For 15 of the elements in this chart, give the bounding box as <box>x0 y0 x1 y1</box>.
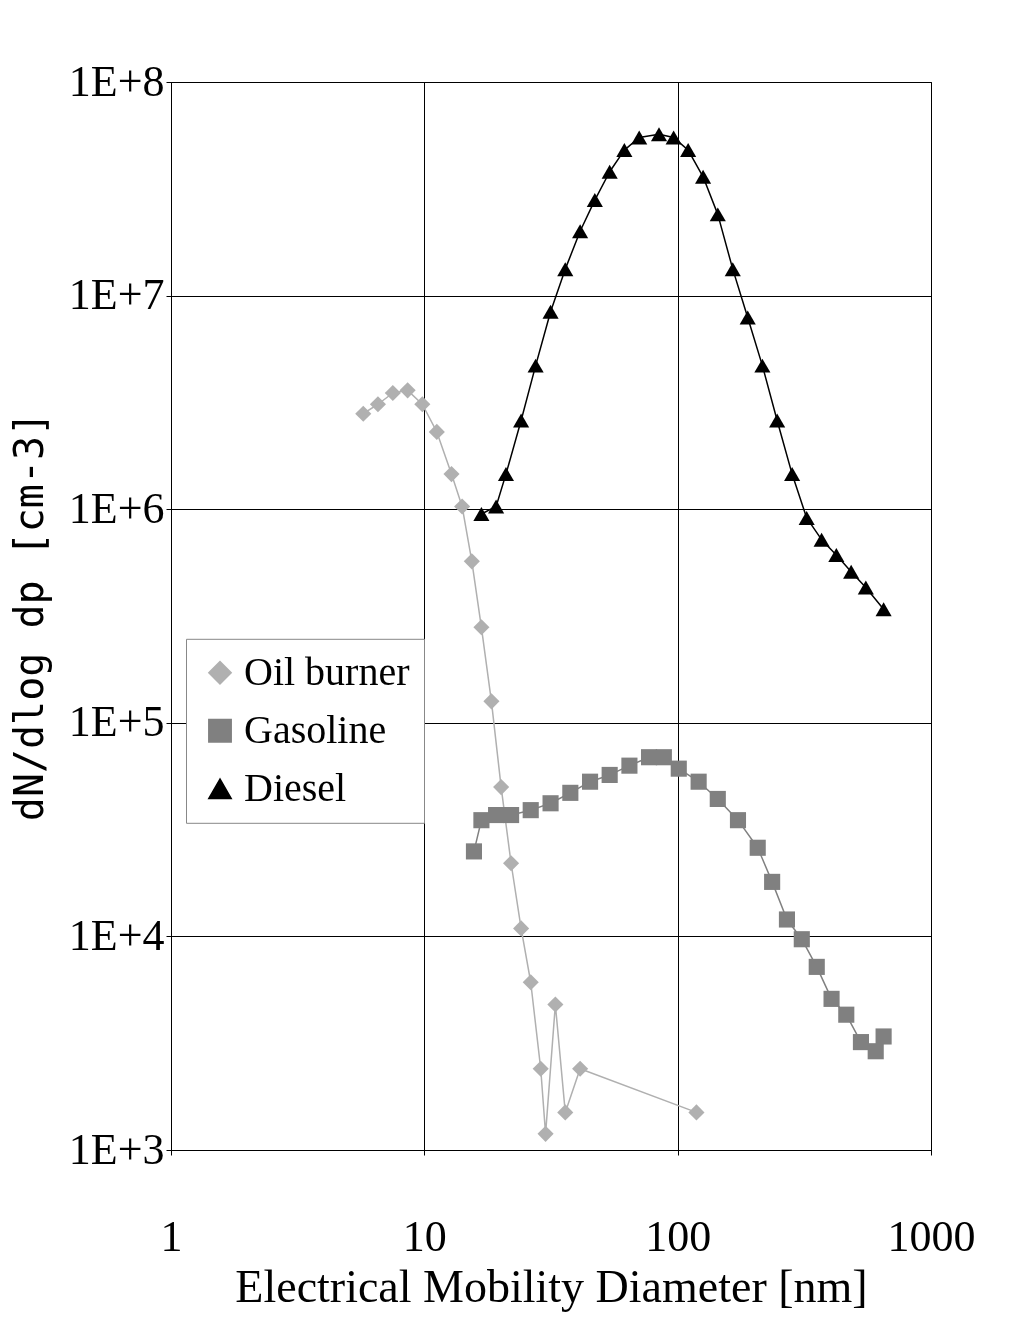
y-tick-label: 1E+8 <box>68 56 165 106</box>
legend-label: Gasoline <box>244 706 387 752</box>
x-tick-label: 1000 <box>887 1211 976 1261</box>
y-tick-label: 1E+6 <box>68 483 165 533</box>
x-axis-title: Electrical Mobility Diameter [nm] <box>235 1260 868 1312</box>
y-tick-label: 1E+4 <box>68 910 165 960</box>
x-tick-label: 100 <box>645 1211 712 1261</box>
x-tick-label: 1 <box>160 1211 183 1261</box>
y-axis-title: dN/dlog dp [cm-3] <box>5 411 52 822</box>
y-tick-label: 1E+5 <box>68 697 165 747</box>
y-tick-label: 1E+7 <box>68 270 165 320</box>
x-tick-label: 10 <box>402 1211 447 1261</box>
legend-label: Oil burner <box>244 648 410 694</box>
y-tick-label: 1E+3 <box>68 1124 165 1174</box>
legend-label: Diesel <box>244 764 347 810</box>
